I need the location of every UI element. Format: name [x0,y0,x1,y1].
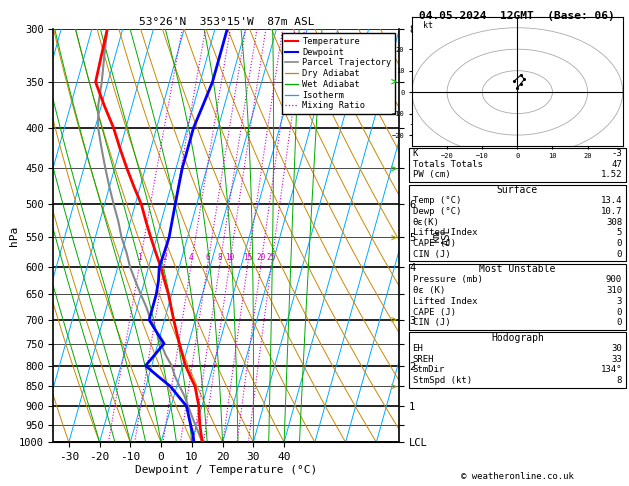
Text: >: > [390,315,396,325]
Y-axis label: hPa: hPa [9,226,19,246]
Text: 25: 25 [267,253,276,262]
Text: Lifted Index: Lifted Index [413,228,477,237]
Text: 47: 47 [611,160,622,169]
Text: 04.05.2024  12GMT  (Base: 06): 04.05.2024 12GMT (Base: 06) [420,11,615,21]
Text: 1: 1 [137,253,142,262]
Text: PW (cm): PW (cm) [413,171,450,179]
Text: Temp (°C): Temp (°C) [413,196,461,205]
Text: θε (K): θε (K) [413,286,445,295]
Text: 8: 8 [218,253,222,262]
Text: 33: 33 [611,355,622,364]
Y-axis label: km
ASL: km ASL [431,226,452,245]
Text: 30: 30 [611,344,622,353]
Text: >: > [390,232,396,242]
Text: 13.4: 13.4 [601,196,622,205]
Text: Surface: Surface [497,185,538,195]
Text: 8: 8 [616,376,622,385]
Text: Totals Totals: Totals Totals [413,160,482,169]
Text: >: > [390,77,396,87]
Text: 2: 2 [162,253,167,262]
Title: 53°26'N  353°15'W  87m ASL: 53°26'N 353°15'W 87m ASL [138,17,314,27]
Text: 0: 0 [616,250,622,259]
Text: 0: 0 [616,318,622,327]
X-axis label: Dewpoint / Temperature (°C): Dewpoint / Temperature (°C) [135,465,318,475]
Text: CAPE (J): CAPE (J) [413,239,455,248]
Text: 10.7: 10.7 [601,207,622,216]
Text: 10: 10 [225,253,234,262]
Text: 310: 310 [606,286,622,295]
Text: EH: EH [413,344,423,353]
Text: StmDir: StmDir [413,365,445,374]
Text: 6: 6 [206,253,210,262]
Text: >: > [390,382,396,392]
Text: θε(K): θε(K) [413,218,440,226]
Text: 4: 4 [189,253,194,262]
Legend: Temperature, Dewpoint, Parcel Trajectory, Dry Adiabat, Wet Adiabat, Isotherm, Mi: Temperature, Dewpoint, Parcel Trajectory… [282,34,395,114]
Text: 3: 3 [616,297,622,306]
Text: CIN (J): CIN (J) [413,318,450,327]
Text: 0: 0 [616,308,622,316]
Text: Pressure (mb): Pressure (mb) [413,276,482,284]
Text: 0: 0 [616,239,622,248]
Text: Hodograph: Hodograph [491,333,544,343]
Text: 1.52: 1.52 [601,171,622,179]
Text: 15: 15 [243,253,252,262]
Text: Most Unstable: Most Unstable [479,264,555,274]
Text: 20: 20 [257,253,265,262]
Text: K: K [413,149,418,158]
Text: Lifted Index: Lifted Index [413,297,477,306]
Text: StmSpd (kt): StmSpd (kt) [413,376,472,385]
Text: 900: 900 [606,276,622,284]
Text: Dewp (°C): Dewp (°C) [413,207,461,216]
Text: 5: 5 [616,228,622,237]
Text: CAPE (J): CAPE (J) [413,308,455,316]
Text: kt: kt [423,21,433,30]
Text: SREH: SREH [413,355,434,364]
Text: -3: -3 [611,149,622,158]
Text: >: > [390,163,396,174]
Text: © weatheronline.co.uk: © weatheronline.co.uk [461,472,574,481]
Text: 308: 308 [606,218,622,226]
Text: 134°: 134° [601,365,622,374]
Text: CIN (J): CIN (J) [413,250,450,259]
